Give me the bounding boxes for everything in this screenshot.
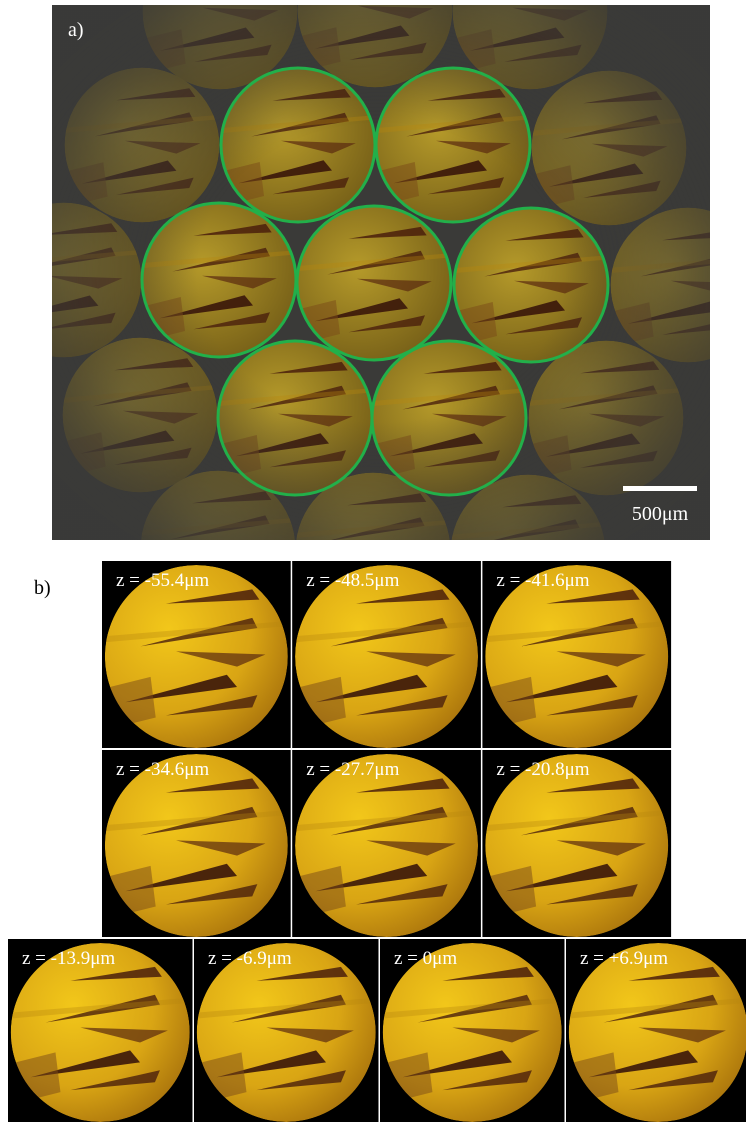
frame: z = -55.4μm <box>102 561 291 748</box>
frame: z = -20.8μm <box>482 750 671 937</box>
micrograph <box>383 943 562 1122</box>
panel-b: z = -55.4μm z = -48.5μm z = -41.6μm z = -34… <box>8 561 746 1122</box>
frame: z = -48.5μm <box>292 561 481 748</box>
frame: z = -13.9μm <box>8 939 193 1122</box>
frame-label: z = -20.8μm <box>496 759 589 780</box>
frame: z = 0μm <box>380 939 565 1122</box>
scale-bar <box>623 486 697 491</box>
micrograph <box>485 565 668 748</box>
frame-label: z = -6.9μm <box>208 948 292 969</box>
micrograph <box>105 754 288 937</box>
micrograph <box>105 565 288 748</box>
micrograph <box>569 943 746 1122</box>
frame: z = -34.6μm <box>102 750 291 937</box>
frame-label: z = -27.7μm <box>306 759 399 780</box>
frame: z = -6.9μm <box>194 939 379 1122</box>
panel-label: b) <box>34 577 51 599</box>
micrograph <box>295 754 478 937</box>
frame-label: z = +6.9μm <box>580 948 668 969</box>
micrograph <box>197 943 376 1122</box>
lens-array <box>0 0 746 629</box>
frame-label: z = -48.5μm <box>306 570 399 591</box>
micrograph <box>295 565 478 748</box>
panel-a: a) 500μm <box>0 0 746 629</box>
figure: a) 500μm b) z = -55.4μm z = -48.5μm z = -4… <box>0 0 746 1122</box>
scale-bar-label: 500μm <box>632 503 689 525</box>
frame-label: z = -13.9μm <box>22 948 115 969</box>
panel-label: a) <box>68 19 84 41</box>
frame: z = -27.7μm <box>292 750 481 937</box>
frame: z = +6.9μm <box>566 939 746 1122</box>
frame: z = -41.6μm <box>482 561 671 748</box>
frame-label: z = -55.4μm <box>116 570 209 591</box>
frame-label: z = -41.6μm <box>496 570 589 591</box>
frame-label: z = -34.6μm <box>116 759 209 780</box>
frame-label: z = 0μm <box>394 948 457 969</box>
micrograph <box>11 943 190 1122</box>
micrograph <box>485 754 668 937</box>
